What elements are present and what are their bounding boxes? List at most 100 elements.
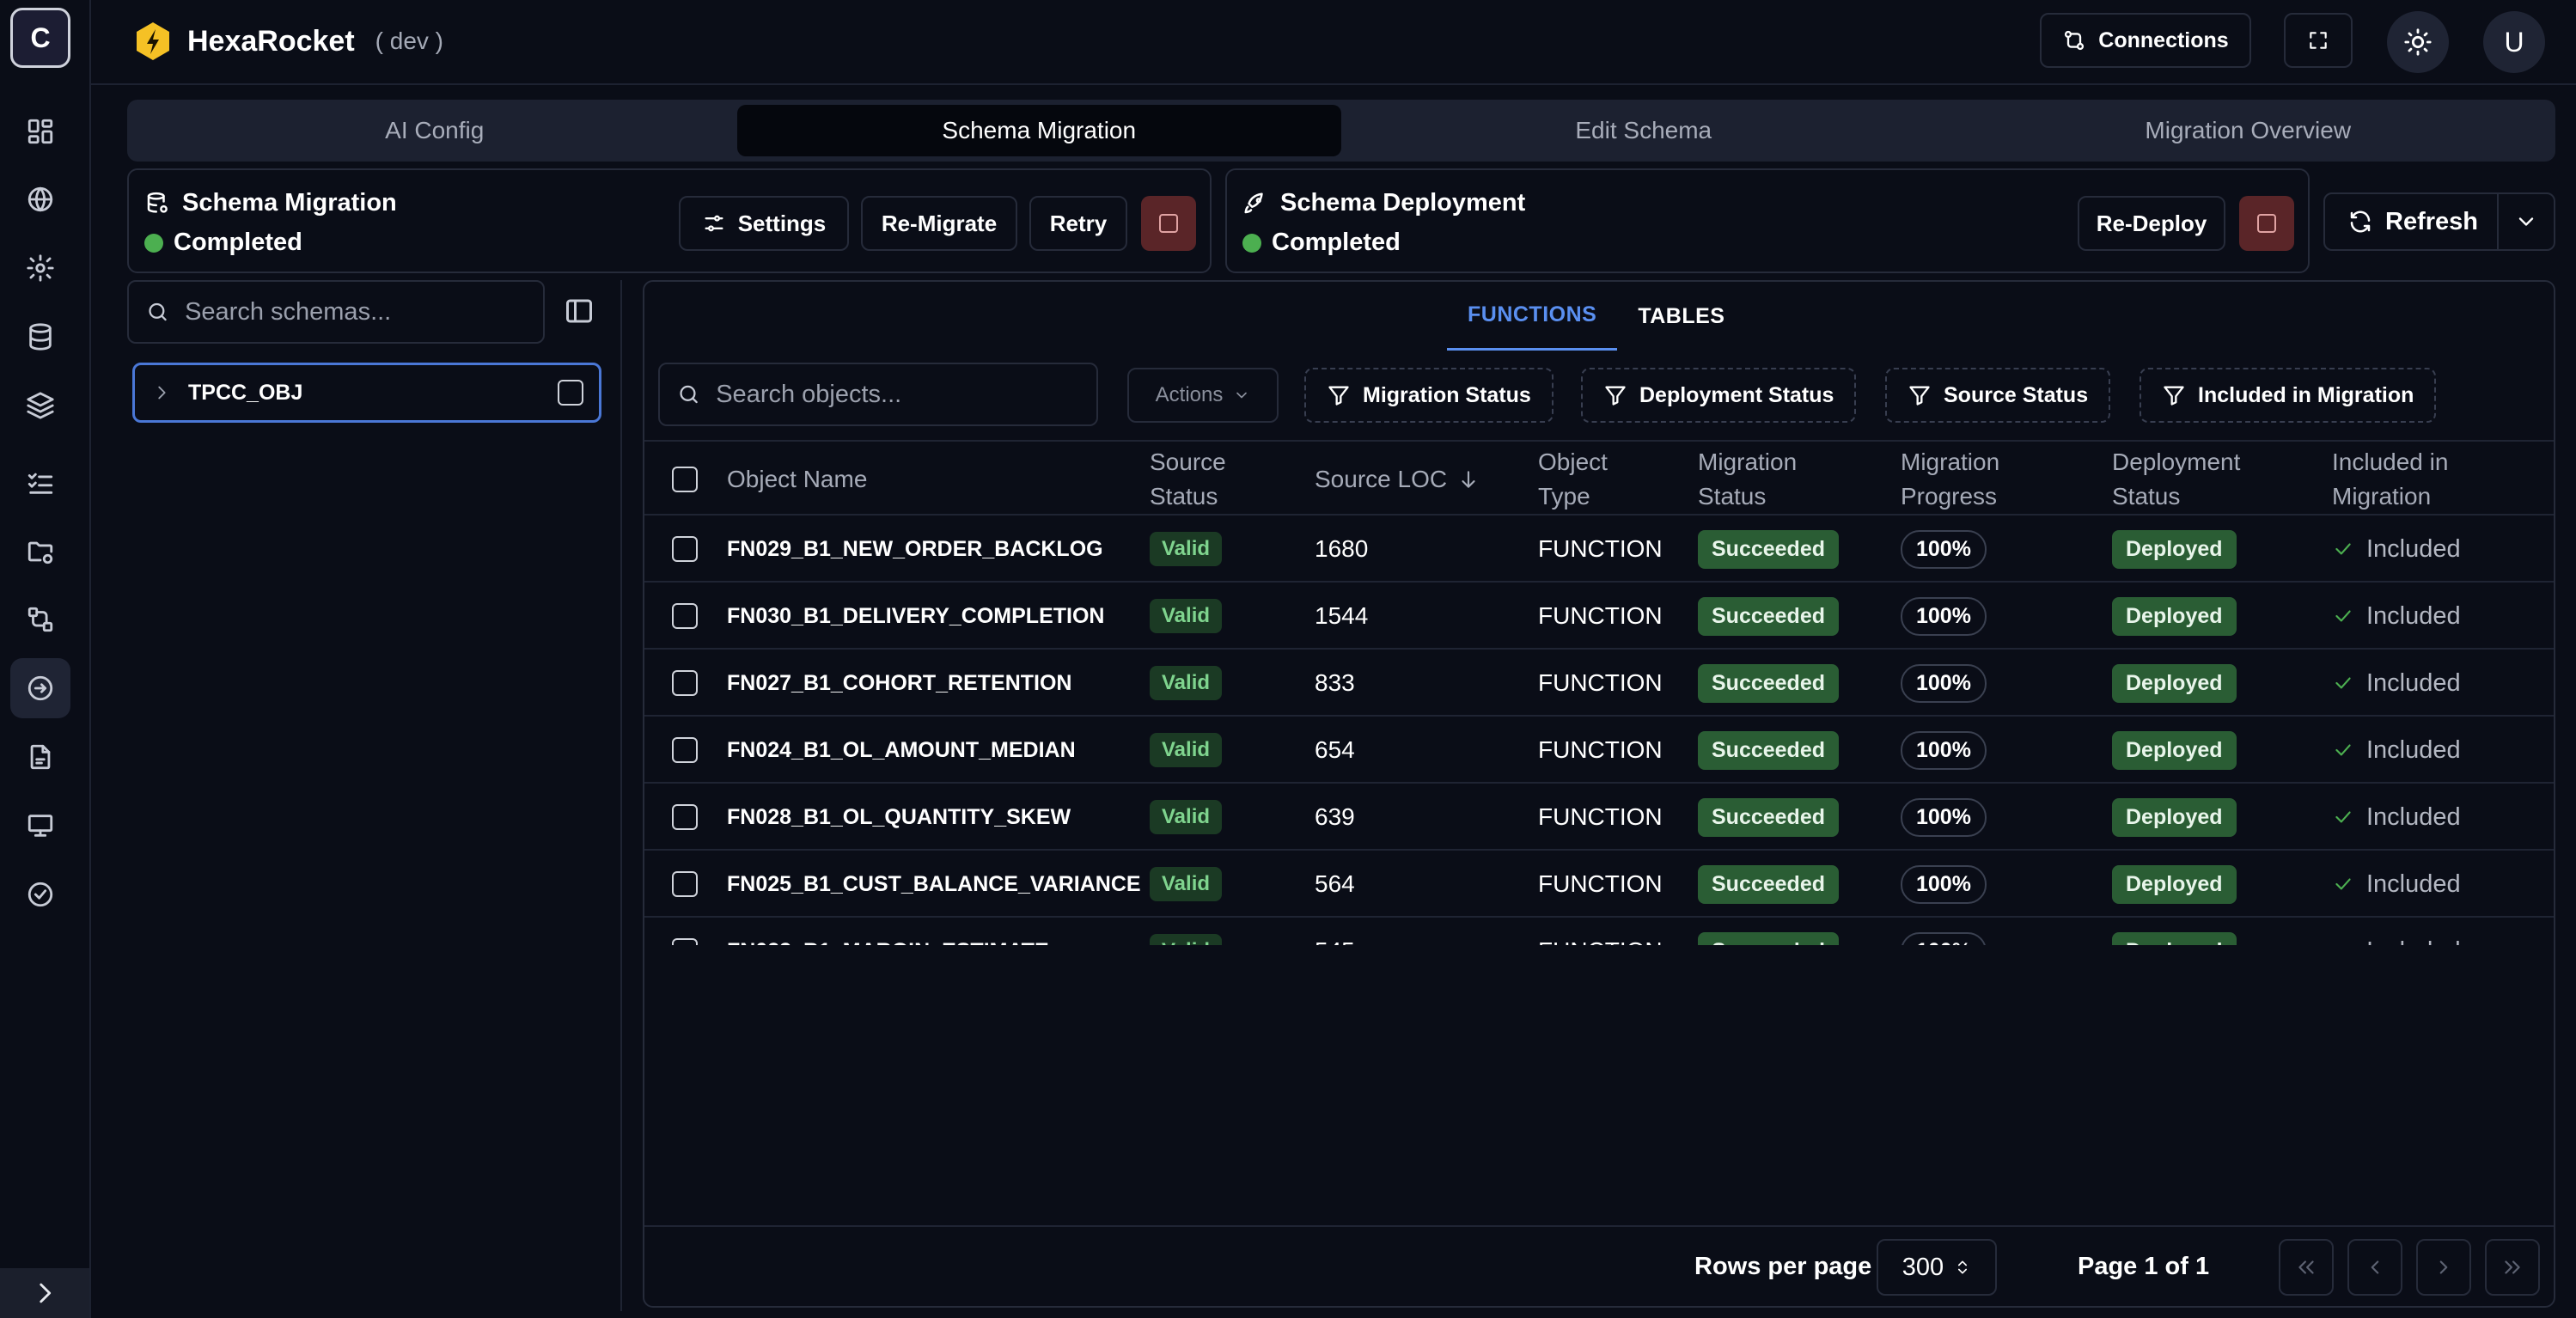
tab-functions[interactable]: FUNCTIONS	[1447, 282, 1618, 351]
settings-button[interactable]: Settings	[679, 196, 849, 251]
row-checkbox[interactable]	[672, 536, 698, 562]
expand-sidebar-button[interactable]	[0, 1268, 89, 1318]
checklist-icon[interactable]	[10, 453, 70, 513]
schema-search-input[interactable]	[185, 297, 543, 326]
refresh-button[interactable]: Refresh	[2323, 192, 2555, 251]
stop-deployment-button[interactable]	[2239, 196, 2294, 251]
row-checkbox[interactable]	[672, 804, 698, 830]
select-all-checkbox[interactable]	[672, 467, 698, 492]
schema-checkbox[interactable]	[558, 380, 583, 406]
toggle-panel-button[interactable]	[564, 296, 595, 326]
remigrate-button[interactable]: Re-Migrate	[861, 196, 1017, 251]
first-page-button[interactable]	[2279, 1239, 2334, 1296]
filter-icon	[1328, 386, 1349, 406]
filter-source-status[interactable]: Source Status	[1885, 368, 2111, 423]
object-name[interactable]: FN027_B1_COHORT_RETENTION	[727, 670, 1072, 695]
check-icon	[2335, 878, 2351, 890]
migration-progress-cell: 100%	[1901, 784, 1987, 851]
object-name[interactable]: FN023_B1_MARGIN_ESTIMATE	[727, 918, 1049, 946]
next-page-button[interactable]	[2416, 1239, 2471, 1296]
redeploy-button[interactable]: Re-Deploy	[2078, 196, 2225, 251]
column-source-loc[interactable]: Source LOC	[1315, 442, 1480, 517]
row-checkbox[interactable]	[672, 670, 698, 696]
check-circle-icon[interactable]	[10, 864, 70, 924]
deployment-status-cell: Deployed	[2112, 717, 2237, 784]
database-icon[interactable]	[10, 307, 70, 367]
connections-button[interactable]: Connections	[2040, 13, 2251, 68]
stop-icon	[1159, 214, 1178, 233]
chevrons-left-icon	[2298, 1260, 2314, 1274]
table-row[interactable]: FN023_B1_MARGIN_ESTIMATE Valid 545 FUNCTION…	[644, 918, 2554, 946]
column-included-in-migration[interactable]: Included in Migration	[2332, 448, 2449, 510]
tab-edit-schema[interactable]: Edit Schema	[1575, 117, 1712, 143]
row-checkbox[interactable]	[672, 603, 698, 629]
theme-toggle-button[interactable]	[2387, 11, 2449, 73]
actions-dropdown[interactable]: Actions	[1127, 368, 1279, 423]
brand[interactable]: HexaRocket ( dev )	[134, 21, 443, 62]
document-icon[interactable]	[10, 727, 70, 787]
filter-deployment-status[interactable]: Deployment Status	[1581, 368, 1857, 423]
layers-icon[interactable]	[10, 375, 70, 436]
retry-button[interactable]: Retry	[1029, 196, 1127, 251]
migration-status-cell: Succeeded	[1698, 583, 1840, 650]
workflow-icon[interactable]	[10, 589, 70, 650]
fullscreen-button[interactable]	[2284, 13, 2353, 68]
migration-icon[interactable]	[10, 658, 70, 718]
row-checkbox[interactable]	[672, 938, 698, 945]
last-page-button[interactable]	[2485, 1239, 2540, 1296]
row-checkbox-cell	[672, 784, 698, 851]
object-search-input[interactable]	[716, 380, 1096, 409]
filter-migration-status[interactable]: Migration Status	[1304, 368, 1554, 423]
column-migration-progress[interactable]: Migration Progress	[1901, 448, 2000, 510]
object-name[interactable]: FN029_B1_NEW_ORDER_BACKLOG	[727, 536, 1103, 561]
table-row[interactable]: FN025_B1_CUST_BALANCE_VARIANCE Valid 564 FU…	[644, 851, 2554, 918]
object-name[interactable]: FN030_B1_DELIVERY_COMPLETION	[727, 603, 1105, 628]
workspace-logo[interactable]: C	[10, 8, 70, 68]
table-row[interactable]: FN024_B1_OL_AMOUNT_MEDIAN Valid 654 FUNCTIO…	[644, 717, 2554, 784]
refresh-options-button[interactable]	[2499, 194, 2554, 249]
included-indicator: Included	[2332, 535, 2461, 564]
rows-per-page-select[interactable]: 300	[1877, 1239, 1997, 1296]
monitor-icon[interactable]	[10, 796, 70, 856]
object-name[interactable]: FN028_B1_OL_QUANTITY_SKEW	[727, 804, 1071, 829]
included-indicator: Included	[2332, 937, 2461, 946]
object-name[interactable]: FN025_B1_CUST_BALANCE_VARIANCE	[727, 871, 1141, 896]
row-checkbox[interactable]	[672, 737, 698, 763]
column-object-name[interactable]: Object Name	[727, 466, 868, 492]
row-checkbox-cell	[672, 650, 698, 717]
deployment-status-cell: Deployed	[2112, 650, 2237, 717]
column-object-type[interactable]: Object Type	[1538, 448, 1608, 510]
source-status-badge: Valid	[1150, 599, 1223, 633]
user-avatar[interactable]: U	[2483, 11, 2545, 73]
row-checkbox[interactable]	[672, 871, 698, 897]
object-name[interactable]: FN024_B1_OL_AMOUNT_MEDIAN	[727, 737, 1076, 762]
migration-progress-cell: 100%	[1901, 717, 1987, 784]
filter-included-in-migration[interactable]: Included in Migration	[2140, 368, 2437, 423]
actions-label: Actions	[1155, 383, 1224, 406]
table-row[interactable]: FN028_B1_OL_QUANTITY_SKEW Valid 639 FUNCTIO…	[644, 784, 2554, 851]
table-body: FN029_B1_NEW_ORDER_BACKLOG Valid 1680 FUNCT…	[644, 516, 2554, 946]
tab-ai-config[interactable]: AI Config	[385, 117, 485, 143]
table-row[interactable]: FN027_B1_COHORT_RETENTION Valid 833 FUNCTIO…	[644, 650, 2554, 717]
tab-tables[interactable]: TABLES	[1638, 303, 1725, 328]
column-migration-status[interactable]: Migration Status	[1698, 448, 1798, 510]
tab-migration-overview[interactable]: Migration Overview	[2145, 117, 2352, 143]
schema-tree-item[interactable]: TPCC_OBJ	[132, 363, 601, 423]
chevron-right-icon[interactable]	[152, 383, 171, 402]
column-deployment-status[interactable]: Deployment Status	[2112, 448, 2241, 510]
schema-search	[127, 280, 545, 344]
check-icon	[2335, 811, 2351, 823]
tab-schema-migration[interactable]: Schema Migration	[736, 105, 1341, 156]
table-row[interactable]: FN030_B1_DELIVERY_COMPLETION Valid 1544 FUN…	[644, 583, 2554, 650]
gear-icon[interactable]	[10, 238, 70, 298]
globe-icon[interactable]	[10, 169, 70, 229]
folder-settings-icon[interactable]	[10, 522, 70, 582]
stop-migration-button[interactable]	[1141, 196, 1196, 251]
dashboard-icon[interactable]	[10, 101, 70, 162]
included-label: Included	[2366, 735, 2461, 764]
column-source-loc-label: Source LOC	[1315, 466, 1448, 492]
table-row[interactable]: FN029_B1_NEW_ORDER_BACKLOG Valid 1680 FUNCT…	[644, 516, 2554, 583]
chevron-right-icon	[2439, 1260, 2448, 1274]
column-source-status[interactable]: Source Status	[1150, 448, 1226, 510]
previous-page-button[interactable]	[2347, 1239, 2402, 1296]
